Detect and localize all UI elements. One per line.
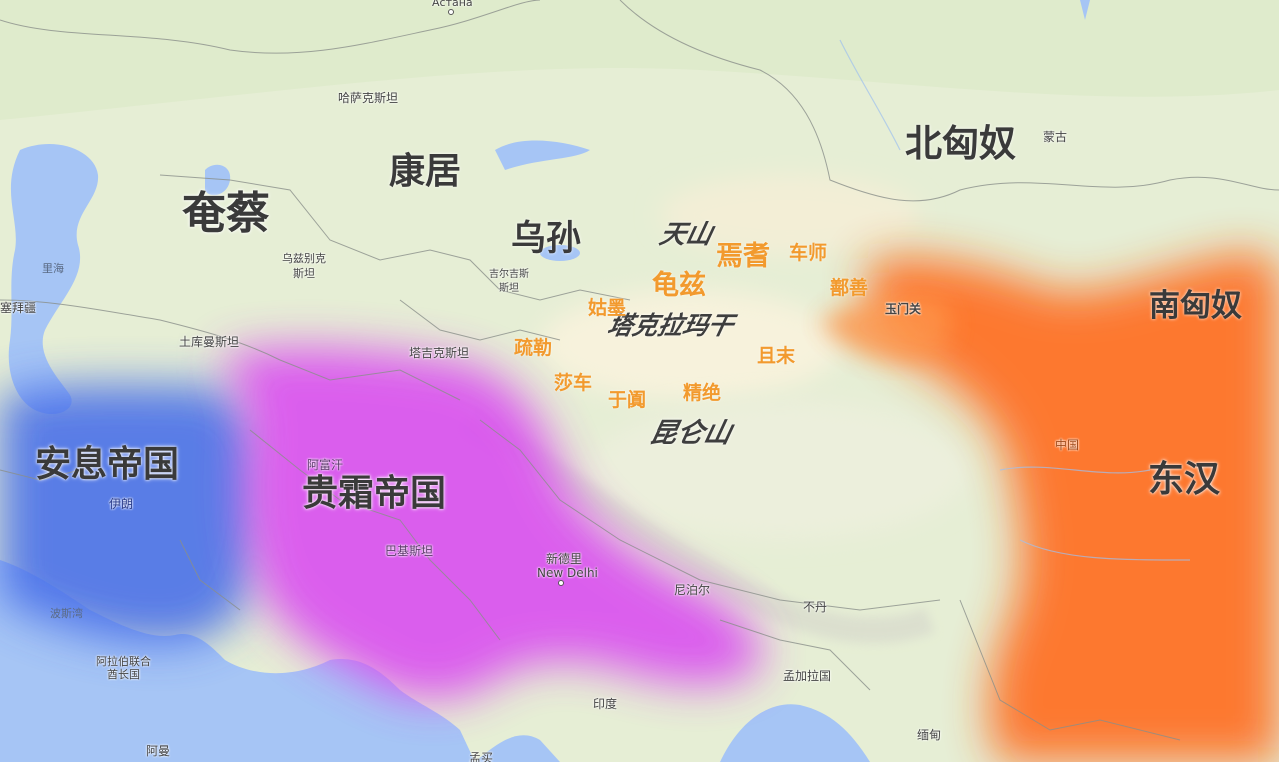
label-myanmar: 缅甸 [917, 728, 942, 742]
label-oman: 阿曼 [146, 744, 171, 758]
label-uzbekistan: 乌兹别克 斯坦 [282, 252, 326, 280]
label-kyrgyzstan: 吉尔吉斯 斯坦 [489, 269, 529, 294]
region-guishuang-empire: 贵霜帝国 [302, 473, 447, 514]
guishuang-overlay [220, 347, 762, 699]
geo-kunlun: 昆仑山 [646, 418, 735, 449]
state-qiuci: 龟兹 [652, 270, 706, 301]
label-bhutan: 不丹 [803, 600, 828, 614]
region-wusun: 乌孙 [511, 219, 582, 259]
label-nepal: 尼泊尔 [674, 583, 711, 597]
bay-of-bengal-shape [720, 704, 870, 762]
label-uae: 阿拉伯联合 酋长国 [96, 655, 151, 682]
anxi-overlay [0, 384, 266, 644]
label-india: 印度 [593, 697, 618, 711]
country-borders [0, 0, 1279, 741]
state-yutian: 于阗 [608, 389, 647, 411]
label-mongolia: 蒙古 [1043, 130, 1068, 144]
taklamakan-desert [540, 290, 840, 400]
label-tajikistan: 塔吉克斯坦 [409, 346, 470, 360]
region-beixiongnu: 北匈奴 [905, 122, 1016, 165]
region-yancai: 奄蔡 [182, 188, 270, 239]
label-new-delhi-en: New Delhi [537, 566, 598, 580]
region-anxi-empire: 安息帝国 [35, 444, 180, 485]
arabian-sea-shape [0, 560, 475, 762]
region-nanxiongnu: 南匈奴 [1149, 288, 1242, 324]
label-bottom-partial: 孟买 [469, 751, 494, 762]
region-kangju: 康居 [389, 151, 462, 192]
caspian-sea-shape [8, 144, 99, 415]
label-caspian-sea: 里海 [42, 262, 64, 275]
region-donghan: 东汉 [1148, 459, 1221, 500]
geo-tianshan: 天山 [656, 220, 716, 250]
label-kazakhstan: 哈萨克斯坦 [338, 91, 399, 105]
label-bangladesh: 孟加拉国 [783, 669, 832, 683]
label-afghanistan: 阿富汗 [307, 458, 344, 472]
city-dot-new-delhi [558, 580, 564, 586]
state-suoche: 莎车 [554, 372, 593, 394]
label-yumenguan: 玉门关 [885, 302, 922, 316]
label-pakistan: 巴基斯坦 [385, 544, 434, 558]
donghan-overlay [868, 253, 1279, 762]
label-turkmenistan: 土库曼斯坦 [179, 335, 240, 349]
label-astana: Астана [432, 0, 473, 9]
state-shule: 疏勒 [514, 337, 553, 359]
label-persian-gulf: 波斯湾 [50, 607, 83, 620]
state-gumo: 姑墨 [588, 297, 627, 319]
state-jingjue: 精绝 [683, 382, 722, 404]
state-cheshi: 车师 [789, 242, 828, 264]
label-iran: 伊朗 [109, 497, 134, 511]
label-new-delhi-zh: 新德里 [546, 552, 583, 566]
state-yanqi: 焉耆 [716, 241, 770, 272]
city-dot-astana [448, 9, 454, 15]
label-azerbaijan: 塞拜疆 [0, 301, 37, 315]
label-china: 中国 [1055, 438, 1080, 452]
state-qiemo: 且末 [757, 345, 796, 367]
state-shanshan: 鄯善 [830, 277, 869, 299]
